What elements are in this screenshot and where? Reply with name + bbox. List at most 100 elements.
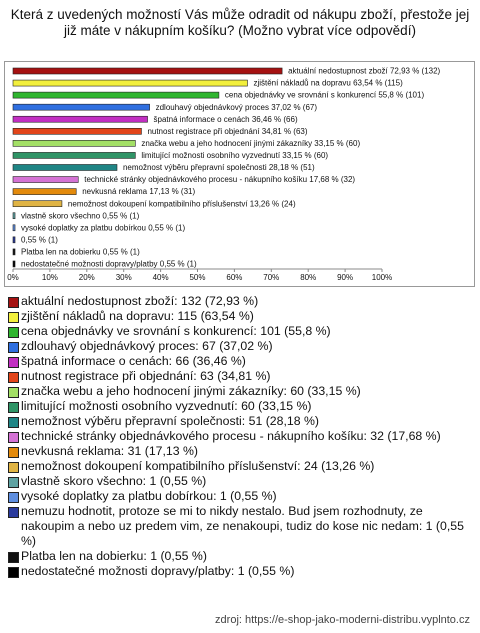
- legend-swatch: [8, 567, 19, 578]
- legend-swatch: [8, 492, 19, 503]
- bar-label: nemožnost dokoupení kompatibilního přísl…: [68, 199, 296, 208]
- bar-label: nutnost registrace při objednání 34,81 %…: [147, 127, 307, 136]
- x-tick-label: 0%: [7, 273, 19, 282]
- x-tick-label: 80%: [300, 273, 316, 282]
- x-tick-label: 20%: [79, 273, 95, 282]
- legend-label: cena objednávky ve srovnání s konkurencí…: [21, 324, 331, 338]
- bar-label: nedostatečné možnosti dopravy/platby 0,5…: [21, 260, 197, 269]
- legend-label: nemuzu hodnotit, protoze se mi to nikdy …: [21, 504, 464, 548]
- legend-label: nevkusná reklama: 31 (17,13 %): [21, 444, 199, 458]
- legend-label: nemožnost dokoupení kompatibilního přísl…: [21, 459, 375, 473]
- legend-label: nedostatečné možnosti dopravy/platby: 1 …: [21, 564, 295, 578]
- legend-item: značka webu a jeho hodnocení jinými záka…: [8, 384, 470, 399]
- legend-item: špatná informace o cenách: 66 (36,46 %): [8, 354, 470, 369]
- legend-swatch: [8, 477, 19, 488]
- chart-title: Která z uvedených možností Vás může odra…: [10, 7, 470, 38]
- legend-swatch: [8, 387, 19, 398]
- legend-swatch: [8, 462, 19, 473]
- legend-item: zdlouhavý objednávkový proces: 67 (37,02…: [8, 339, 470, 354]
- bar: [12, 224, 16, 232]
- bar: [12, 91, 220, 99]
- legend-swatch: [8, 447, 19, 458]
- bar: [12, 152, 136, 159]
- legend-item: nemuzu hodnotit, protoze se mi to nikdy …: [8, 504, 470, 549]
- bar-label: vlastně skoro všechno 0,55 % (1): [21, 211, 140, 220]
- bar: [12, 103, 150, 111]
- legend-label: vlastně skoro všechno: 1 (0,55 %): [21, 474, 207, 488]
- source: zdroj: https://e-shop-jako-moderni-distr…: [215, 614, 470, 626]
- legend-item: Platba len na dobierku: 1 (0,55 %): [8, 549, 470, 564]
- bar: [12, 212, 16, 220]
- bar-label: aktuální nedostupnost zboží 72,93 % (132…: [288, 67, 440, 76]
- legend-swatch: [8, 432, 19, 443]
- bar: [12, 188, 77, 195]
- legend-item: nevkusná reklama: 31 (17,13 %): [8, 444, 470, 459]
- bar-label: špatná informace o cenách 36,46 % (66): [154, 115, 298, 124]
- x-tick-label: 40%: [153, 273, 169, 282]
- bar-label: nemožnost výběru přepravní společnosti 2…: [123, 163, 315, 172]
- bar-label: vysoké doplatky za platbu dobírkou 0,55 …: [21, 223, 185, 232]
- legend-swatch: [8, 342, 19, 353]
- bar: [12, 115, 148, 123]
- legend-item: aktuální nedostupnost zboží: 132 (72,93 …: [8, 294, 470, 309]
- legend-item: limitující možnosti osobního vyzvednutí:…: [8, 399, 470, 414]
- legend-label: nutnost registrace při objednání: 63 (34…: [21, 369, 271, 383]
- legend-swatch: [8, 297, 19, 308]
- bar: [12, 79, 248, 87]
- bar: [12, 248, 16, 256]
- x-tick-label: 90%: [337, 273, 353, 282]
- legend-swatch: [8, 507, 19, 518]
- legend-item: zjištění nákladů na dopravu: 115 (63,54 …: [8, 309, 470, 324]
- legend-label: limitující možnosti osobního vyzvednutí:…: [21, 399, 312, 413]
- legend-label: vysoké doplatky za platbu dobírkou: 1 (0…: [21, 489, 277, 503]
- legend-label: špatná informace o cenách: 66 (36,46 %): [21, 354, 246, 368]
- legend-swatch: [8, 357, 19, 368]
- legend-swatch: [8, 372, 19, 383]
- bar: [12, 128, 142, 135]
- legend-item: technické stránky objednávkového procesu…: [8, 429, 470, 444]
- bar-label: cena objednávky ve srovnání s konkurencí…: [225, 91, 425, 100]
- bar: [12, 140, 136, 147]
- legend-swatch: [8, 402, 19, 413]
- legend-label: aktuální nedostupnost zboží: 132 (72,93 …: [21, 294, 259, 308]
- chart: 0% 10% 20% 30% 40% 50% 60% 70% 80% 90% 100% aktuáln…: [4, 61, 475, 287]
- legend-item: cena objednávky ve srovnání s konkurencí…: [8, 324, 470, 339]
- x-tick-label: 10%: [42, 273, 58, 282]
- bar-label: zjištění nákladů na dopravu 63,54 % (115…: [253, 79, 403, 88]
- bar-label: 0,55 % (1): [21, 235, 58, 244]
- legend-item: nutnost registrace při objednání: 63 (34…: [8, 369, 470, 384]
- legend-label: nemožnost výběru přepravní společnosti: …: [21, 414, 320, 428]
- legend: aktuální nedostupnost zboží: 132 (72,93 …: [8, 294, 470, 579]
- legend-label: zjištění nákladů na dopravu: 115 (63,54 …: [21, 309, 254, 323]
- bar-label: Platba len na dobierku 0,55 % (1): [21, 248, 140, 257]
- bar-label: limitující možnosti osobního vyzvednutí …: [141, 151, 328, 160]
- bar-label: zdlouhavý objednávkový proces 37,02 % (6…: [156, 103, 318, 112]
- bar: [12, 236, 16, 244]
- legend-swatch: [8, 312, 19, 323]
- legend-item: vlastně skoro všechno: 1 (0,55 %): [8, 474, 470, 489]
- x-tick-label: 30%: [116, 273, 132, 282]
- chart-frame: [4, 61, 475, 287]
- legend-label: zdlouhavý objednávkový proces: 67 (37,02…: [21, 339, 273, 353]
- legend-swatch: [8, 327, 19, 338]
- bar: [12, 260, 16, 268]
- x-tick-label: 60%: [226, 273, 242, 282]
- legend-swatch: [8, 552, 19, 563]
- legend-item: nedostatečné možnosti dopravy/platby: 1 …: [8, 564, 470, 579]
- legend-item: vysoké doplatky za platbu dobírkou: 1 (0…: [8, 489, 470, 504]
- bar-label: technické stránky objednávkového procesu…: [84, 175, 355, 184]
- bar: [12, 164, 118, 171]
- legend-label: technické stránky objednávkového procesu…: [21, 429, 441, 443]
- x-tick-label: 100%: [372, 273, 392, 282]
- legend-item: nemožnost dokoupení kompatibilního přísl…: [8, 459, 470, 474]
- legend-label: Platba len na dobierku: 1 (0,55 %): [21, 549, 207, 563]
- legend-swatch: [8, 417, 19, 428]
- x-tick-label: 50%: [189, 273, 205, 282]
- x-tick-label: 70%: [263, 273, 279, 282]
- legend-item: nemožnost výběru přepravní společnosti: …: [8, 414, 470, 429]
- bar-label: značka webu a jeho hodnocení jinými záka…: [141, 139, 360, 148]
- bar: [12, 67, 283, 75]
- legend-label: značka webu a jeho hodnocení jinými záka…: [21, 384, 361, 398]
- bar: [12, 176, 79, 183]
